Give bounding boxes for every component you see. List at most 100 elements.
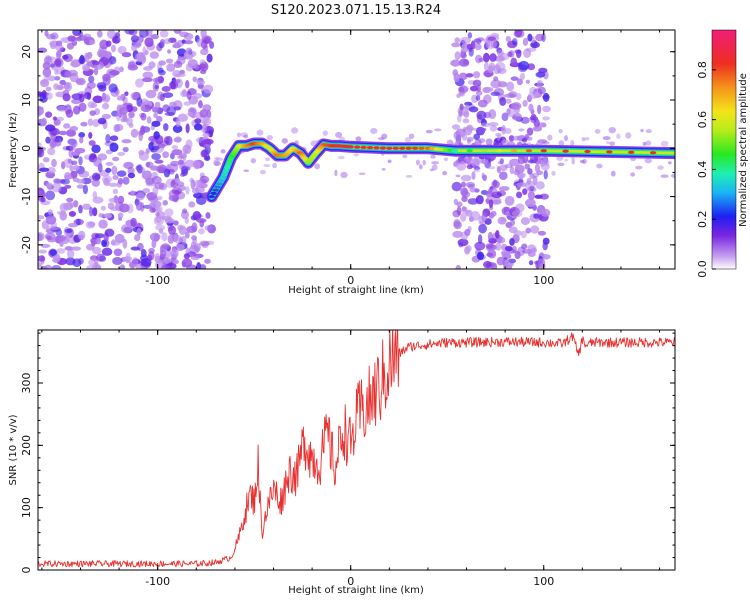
noise-blob (173, 30, 182, 34)
noise-blob (101, 247, 113, 256)
noise-blob (480, 159, 489, 165)
noise-blob (78, 132, 86, 138)
noise-blob (204, 138, 214, 145)
colorbar: 0.0 0.2 0.4 0.6 0.8 Normalized spectral ampl… (696, 29, 749, 278)
noise-blob (46, 75, 57, 82)
noise-blob (202, 84, 214, 94)
signal-point (216, 182, 223, 186)
noise-blob (459, 52, 467, 59)
noise-blob (124, 91, 129, 97)
noise-blob (56, 50, 62, 58)
noise-blob (187, 58, 198, 69)
noise-blob (504, 127, 512, 134)
noise-blob (75, 77, 86, 86)
noise-blob (488, 187, 498, 195)
noise-blob (608, 126, 617, 134)
noise-blob (144, 37, 154, 48)
noise-blob (635, 165, 643, 170)
noise-blob (78, 56, 86, 65)
noise-blob (475, 95, 481, 101)
noise-blob (105, 40, 112, 47)
noise-blob (55, 44, 64, 52)
noise-blob (185, 186, 190, 195)
noise-blob (161, 232, 168, 242)
noise-blob (460, 174, 472, 182)
noise-blob (45, 111, 53, 118)
noise-blob (486, 252, 494, 257)
noise-blob (506, 108, 515, 118)
noise-blob (557, 162, 565, 167)
noise-blob (547, 134, 553, 141)
noise-blob (47, 147, 56, 156)
noise-blob (469, 85, 479, 92)
noise-blob (551, 171, 556, 176)
noise-blob (451, 124, 461, 130)
noise-blob (184, 217, 189, 224)
noise-blob (472, 71, 481, 79)
noise-blob (539, 193, 549, 200)
colorbar-gradient (711, 29, 737, 270)
noise-blob (56, 116, 65, 122)
noise-blob (132, 256, 139, 267)
noise-blob (461, 195, 468, 203)
noise-blob (92, 95, 104, 104)
x-tick-label: 0 (347, 575, 354, 588)
noise-blob (645, 140, 652, 146)
noise-blob (82, 184, 89, 195)
noise-blob (494, 55, 505, 62)
noise-blob (520, 217, 531, 226)
noise-blob (471, 163, 478, 167)
noise-blob (462, 118, 470, 124)
noise-blob (67, 158, 72, 164)
noise-blob (60, 178, 70, 185)
noise-blob (101, 102, 110, 110)
signal-point (212, 188, 219, 192)
noise-blob (510, 76, 519, 81)
noise-blob (71, 93, 83, 100)
y-tick-label: 0 (20, 567, 33, 574)
noise-blob (110, 44, 116, 53)
noise-blob (155, 215, 162, 224)
noise-blob (667, 161, 672, 165)
noise-blob (85, 221, 96, 229)
noise-blob (176, 185, 187, 192)
noise-blob (154, 182, 165, 190)
colorbar-ticks: 0.0 0.2 0.4 0.6 0.8 (696, 61, 716, 278)
noise-blob (144, 104, 151, 110)
noise-blob (109, 142, 119, 152)
noise-blob (54, 76, 61, 81)
noise-blob (69, 144, 76, 151)
noise-blob (509, 238, 515, 246)
noise-blob (154, 76, 164, 84)
noise-blob (453, 212, 459, 218)
signal-point (510, 149, 518, 153)
noise-blob (457, 238, 469, 247)
noise-blob (162, 151, 170, 159)
noise-blob (149, 232, 161, 242)
noise-blob (488, 122, 499, 127)
noise-blob (46, 167, 56, 174)
noise-blob (154, 159, 164, 164)
noise-blob (322, 130, 328, 136)
noise-blob (122, 238, 128, 249)
noise-blob (93, 157, 102, 167)
noise-blob (571, 159, 575, 165)
noise-blob (62, 93, 71, 102)
noise-blob (487, 36, 497, 41)
noise-blob (522, 188, 528, 195)
signal-point (210, 191, 217, 195)
noise-blob (525, 198, 536, 208)
noise-blob (209, 41, 215, 49)
noise-blob (564, 158, 569, 162)
noise-blob (266, 134, 273, 141)
noise-blob (513, 230, 523, 236)
noise-blob (174, 136, 182, 143)
noise-blob (45, 92, 53, 100)
noise-blob (498, 186, 510, 191)
noise-blob (537, 104, 542, 115)
noise-blob (191, 235, 198, 241)
noise-blob (531, 172, 540, 178)
signal-point (481, 149, 488, 153)
noise-blob (130, 35, 139, 43)
noise-blob (528, 103, 534, 112)
